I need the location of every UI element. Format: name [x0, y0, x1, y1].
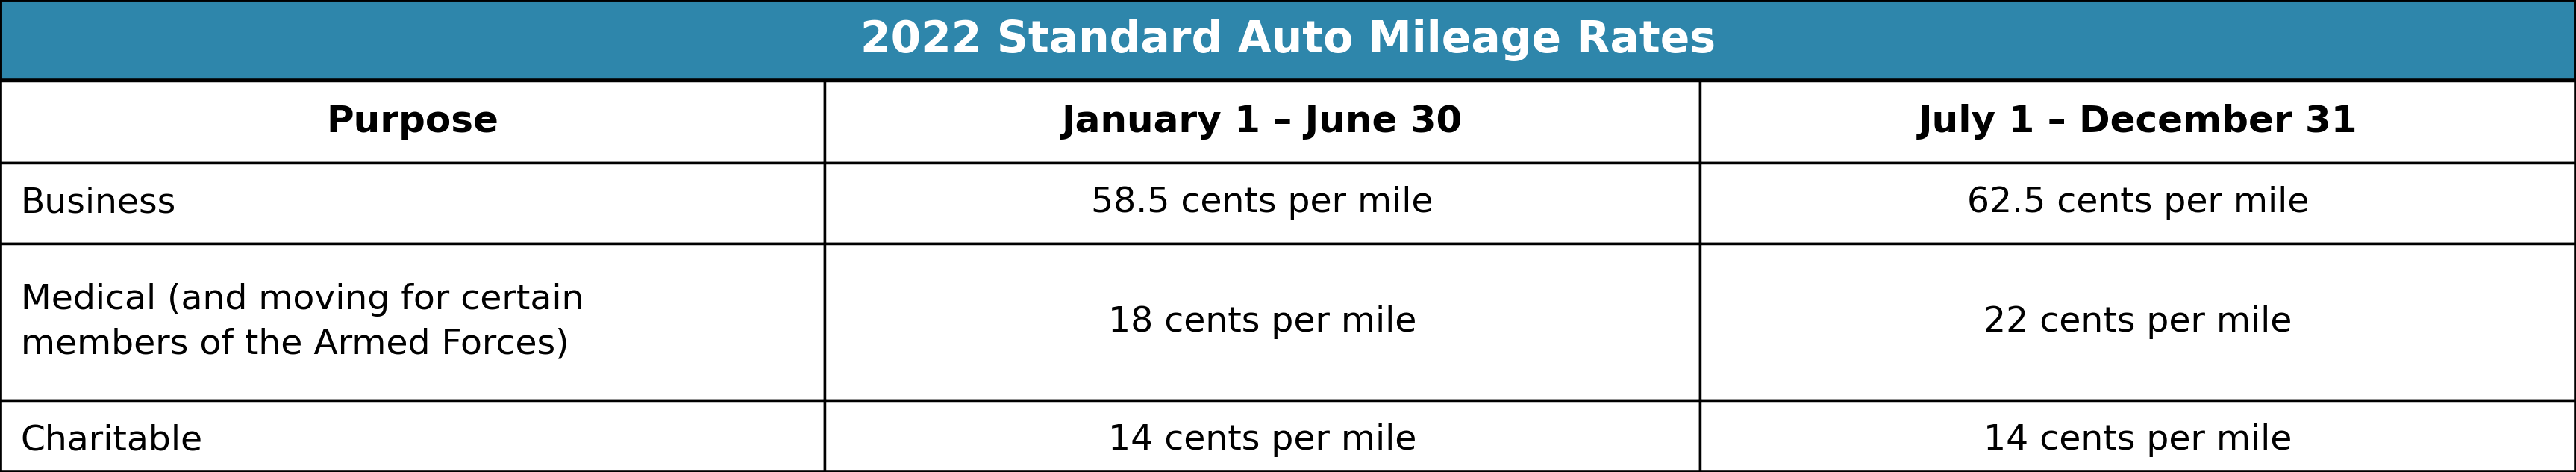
- Text: Medical (and moving for certain
members of the Armed Forces): Medical (and moving for certain members …: [21, 283, 585, 361]
- Bar: [0, 81, 824, 163]
- Text: July 1 – December 31: July 1 – December 31: [1919, 104, 2357, 140]
- Text: Purpose: Purpose: [327, 104, 497, 140]
- Bar: [1700, 244, 2576, 400]
- Text: 58.5 cents per mile: 58.5 cents per mile: [1092, 186, 1432, 220]
- Bar: [824, 81, 1700, 163]
- Text: Charitable: Charitable: [21, 424, 204, 457]
- Bar: [0, 0, 2576, 81]
- Bar: [1700, 400, 2576, 472]
- Bar: [0, 400, 824, 472]
- Text: January 1 – June 30: January 1 – June 30: [1061, 104, 1463, 140]
- Text: 62.5 cents per mile: 62.5 cents per mile: [1968, 186, 2308, 220]
- Bar: [0, 244, 824, 400]
- Text: Business: Business: [21, 186, 175, 220]
- Bar: [824, 400, 1700, 472]
- Text: 14 cents per mile: 14 cents per mile: [1984, 424, 2293, 457]
- Bar: [0, 163, 824, 244]
- Text: 14 cents per mile: 14 cents per mile: [1108, 424, 1417, 457]
- Bar: [1700, 163, 2576, 244]
- Text: 2022 Standard Auto Mileage Rates: 2022 Standard Auto Mileage Rates: [860, 19, 1716, 62]
- Bar: [1700, 81, 2576, 163]
- Bar: [824, 163, 1700, 244]
- Bar: [824, 244, 1700, 400]
- Text: 18 cents per mile: 18 cents per mile: [1108, 305, 1417, 339]
- Text: 22 cents per mile: 22 cents per mile: [1984, 305, 2293, 339]
